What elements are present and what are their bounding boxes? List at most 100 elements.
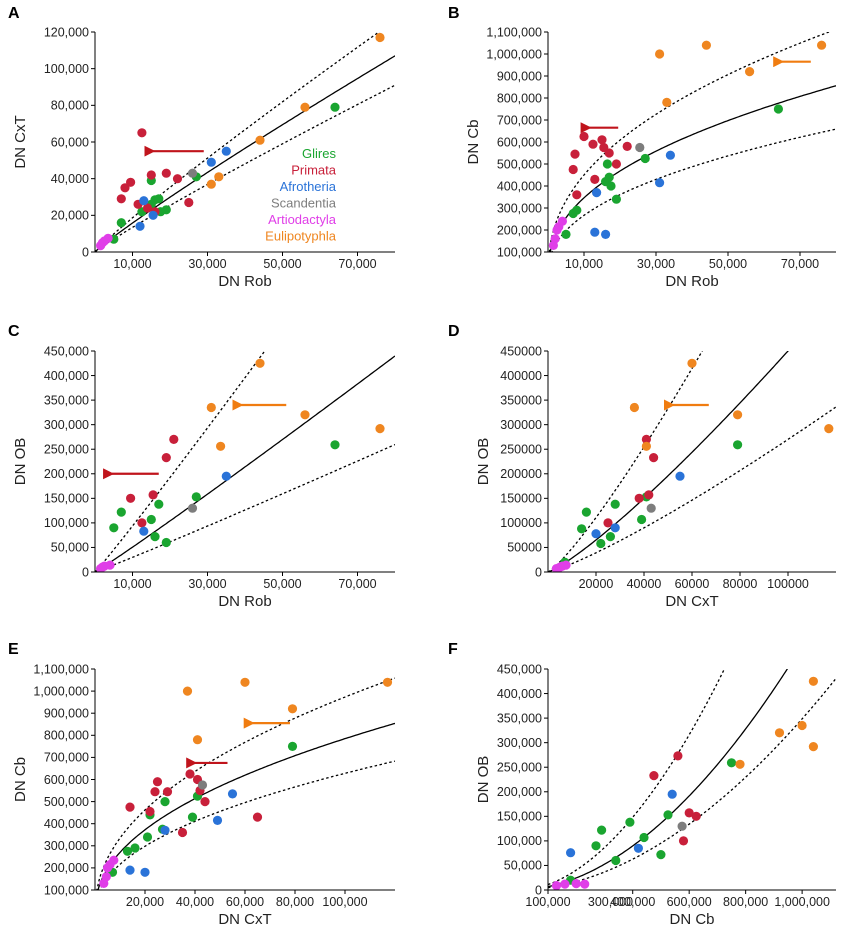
- y-tick-label: 900,000: [497, 69, 542, 83]
- point-eulipotyphla: [808, 742, 819, 752]
- y-tick-label: 100000: [500, 516, 542, 530]
- x-tick-label: 10,000: [113, 577, 151, 591]
- point-primata: [116, 194, 126, 204]
- legend-item-artiodactyla: Artiodactyla: [268, 212, 337, 227]
- x-tick-label: 80,000: [276, 895, 314, 909]
- point-primata: [568, 164, 578, 175]
- point-eulipotyphla: [817, 40, 827, 50]
- y-tick-label: 100,000: [44, 883, 89, 897]
- point-scandentia: [677, 821, 687, 831]
- point-primata: [169, 434, 179, 444]
- y-tick-label: 250,000: [497, 761, 542, 775]
- x-tick-label: 400,000: [610, 895, 655, 909]
- x-tick-label: 80000: [723, 577, 758, 591]
- point-afrotheria: [227, 789, 238, 799]
- point-primata: [570, 149, 580, 159]
- point-eulipotyphla: [214, 172, 224, 182]
- x-tick-label: 30,000: [188, 257, 226, 271]
- ci-upper-line: [548, 351, 703, 572]
- x-tick-label: 30,000: [188, 577, 226, 591]
- point-primata: [252, 812, 263, 822]
- point-primata: [673, 751, 683, 761]
- point-glires: [572, 205, 582, 215]
- point-artiodactyla: [103, 233, 113, 243]
- y-axis-label: DN OB: [475, 756, 492, 804]
- point-primata: [162, 787, 173, 797]
- point-glires: [154, 194, 164, 204]
- y-tick-label: 800,000: [44, 729, 89, 743]
- point-artiodactyla: [561, 560, 571, 570]
- y-tick-label: 1,000,000: [33, 684, 89, 698]
- point-glires: [122, 846, 133, 856]
- point-afrotheria: [160, 825, 170, 835]
- ci-upper-line: [548, 669, 726, 886]
- panel-label: D: [448, 323, 460, 340]
- point-afrotheria: [221, 471, 231, 481]
- point-glires: [130, 843, 140, 853]
- point-primata: [644, 490, 654, 500]
- point-afrotheria: [601, 229, 611, 239]
- data-points: [96, 32, 385, 251]
- point-eulipotyphla: [824, 424, 834, 434]
- point-primata: [145, 806, 155, 817]
- y-tick-label: 900,000: [44, 707, 89, 721]
- fit-lines: [548, 351, 836, 572]
- point-eulipotyphla: [206, 179, 216, 189]
- point-afrotheria: [591, 529, 601, 539]
- y-tick-label: 400,000: [44, 369, 89, 383]
- point-afrotheria: [655, 178, 665, 188]
- point-eulipotyphla: [662, 97, 672, 107]
- point-eulipotyphla: [382, 677, 393, 687]
- y-tick-label: 450000: [500, 344, 542, 358]
- y-tick-label: 0: [535, 883, 542, 897]
- point-glires: [596, 538, 606, 549]
- x-tick-label: 60000: [675, 577, 710, 591]
- fit-line: [97, 722, 395, 890]
- ci-lower-line: [548, 406, 836, 572]
- point-artiodactyla: [101, 872, 111, 882]
- point-afrotheria: [610, 523, 620, 533]
- point-glires: [561, 229, 571, 239]
- y-tick-label: 300,000: [44, 418, 89, 432]
- y-tick-label: 60,000: [51, 135, 89, 149]
- point-scandentia: [646, 503, 656, 513]
- x-tick-label: 10,000: [113, 257, 151, 271]
- point-eulipotyphla: [255, 358, 265, 368]
- panel-label: B: [448, 5, 460, 22]
- y-tick-label: 400,000: [497, 179, 542, 193]
- panel-D: D 0 50000 100000 150000 200000 250000 300000 350…: [448, 323, 836, 610]
- point-artiodactyla: [580, 879, 590, 889]
- point-glires: [142, 832, 153, 842]
- y-tick-label: 150,000: [44, 492, 89, 506]
- y-tick-label: 0: [535, 565, 542, 579]
- point-artiodactyla: [105, 560, 115, 570]
- point-glires: [161, 205, 171, 215]
- x-tick-label: 20000: [579, 577, 614, 591]
- point-glires: [606, 181, 616, 191]
- data-points: [96, 358, 385, 572]
- ci-lower-line: [95, 84, 395, 252]
- point-primata: [572, 190, 582, 200]
- point-glires: [656, 850, 666, 860]
- point-afrotheria: [135, 221, 145, 231]
- point-eulipotyphla: [733, 410, 743, 420]
- point-afrotheria: [675, 471, 685, 481]
- legend-item-afrotheria: Afrotheria: [280, 179, 337, 194]
- fit-lines: [548, 669, 836, 889]
- point-primata: [150, 787, 160, 797]
- legend-item-eulipotyphla: Eulipotyphla: [265, 229, 337, 244]
- point-glires: [287, 741, 298, 752]
- point-primata: [200, 797, 210, 807]
- point-glires: [581, 507, 592, 517]
- point-primata: [184, 197, 194, 208]
- data-points: [551, 358, 834, 572]
- y-tick-label: 400000: [500, 369, 542, 383]
- y-axis-label: DN CxT: [12, 115, 29, 168]
- point-primata: [588, 139, 598, 149]
- panel-label: F: [448, 641, 458, 658]
- point-primata: [691, 811, 701, 821]
- y-tick-label: 1,000,000: [486, 47, 542, 61]
- x-tick-label: 30,000: [637, 257, 675, 271]
- point-primata: [590, 174, 600, 184]
- y-axis-label: DN OB: [12, 438, 29, 486]
